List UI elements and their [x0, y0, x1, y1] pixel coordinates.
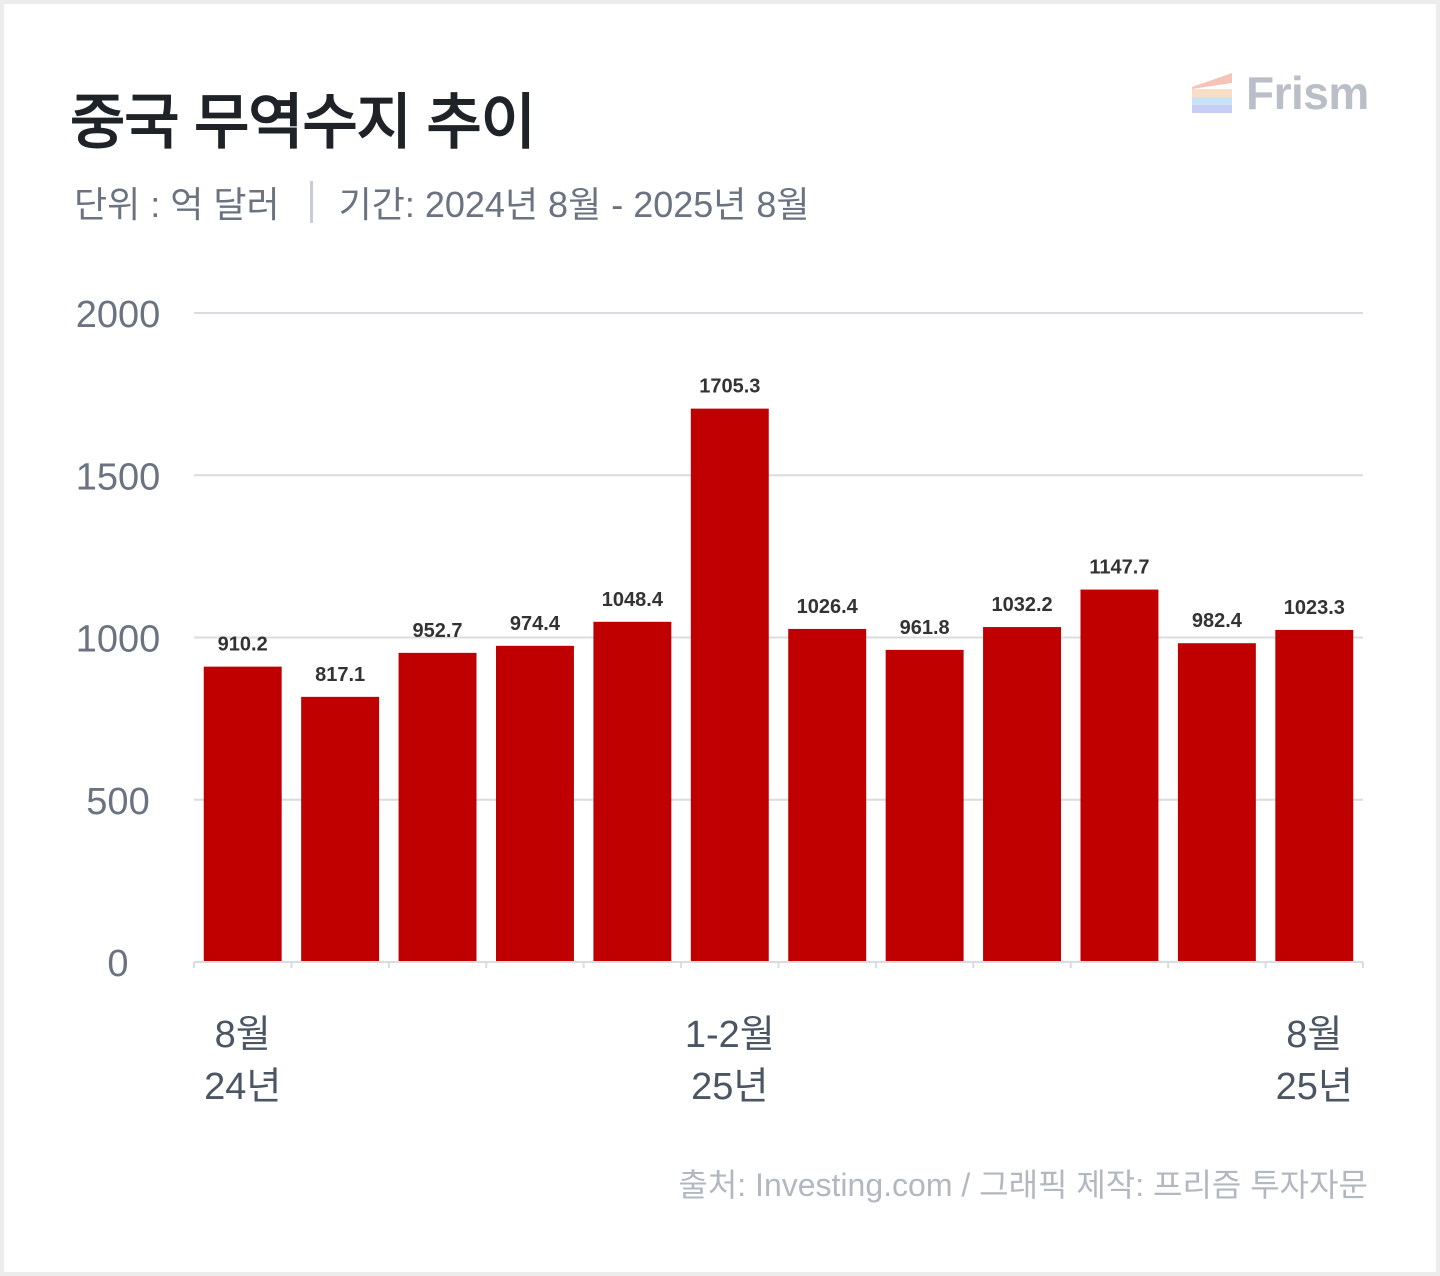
data-label: 961.8	[900, 617, 950, 639]
data-label: 982.4	[1192, 610, 1243, 632]
period-label: 기간: 2024년 8월 - 2025년 8월	[338, 184, 810, 225]
y-tick-label: 1000	[76, 619, 161, 661]
data-label: 910.2	[218, 634, 268, 656]
bar	[1275, 629, 1354, 962]
x-tick-label: 1-2월	[685, 1014, 775, 1056]
data-label: 1026.4	[797, 596, 859, 618]
bar	[1080, 589, 1159, 962]
bar	[398, 652, 477, 962]
data-label: 1048.4	[602, 589, 664, 611]
y-tick-label: 500	[86, 781, 149, 823]
bar	[983, 627, 1062, 962]
bar	[690, 408, 769, 963]
x-tick-label: 8월	[1286, 1014, 1342, 1056]
data-label: 1705.3	[699, 376, 760, 398]
bar	[788, 628, 867, 962]
y-tick-label: 2000	[76, 294, 161, 336]
data-label: 1147.7	[1089, 557, 1149, 579]
chart-title: 중국 무역수지 추이	[70, 89, 536, 156]
brand-name: Frism	[1246, 67, 1369, 119]
data-label: 952.7	[413, 620, 463, 642]
x-tick-label: 8월	[215, 1014, 271, 1056]
bar	[301, 696, 380, 962]
source-note: 출처: Investing.com / 그래픽 제작: 프리즘 투자자문	[678, 1167, 1368, 1203]
y-tick-label: 0	[107, 943, 128, 985]
data-label: 817.1	[315, 664, 365, 686]
chart-subtitle: 단위 : 억 달러 기간: 2024년 8월 - 2025년 8월	[74, 176, 810, 228]
bar	[495, 645, 574, 962]
x-tick-label: 25년	[1276, 1066, 1353, 1108]
data-label: 1023.3	[1284, 597, 1345, 619]
bar	[593, 621, 672, 962]
bar	[885, 649, 964, 962]
bar	[203, 666, 282, 962]
x-tick-label: 24년	[204, 1066, 281, 1108]
x-tick-label: 25년	[691, 1066, 768, 1108]
bar	[1177, 643, 1256, 962]
frism-logo-icon	[1192, 73, 1232, 113]
data-label: 974.4	[510, 613, 561, 635]
brand-logo: Frism	[1192, 66, 1369, 120]
y-tick-label: 1500	[76, 456, 161, 498]
data-label: 1032.2	[991, 594, 1052, 616]
subtitle-divider	[309, 181, 313, 223]
unit-label: 단위 : 억 달러	[74, 184, 280, 225]
